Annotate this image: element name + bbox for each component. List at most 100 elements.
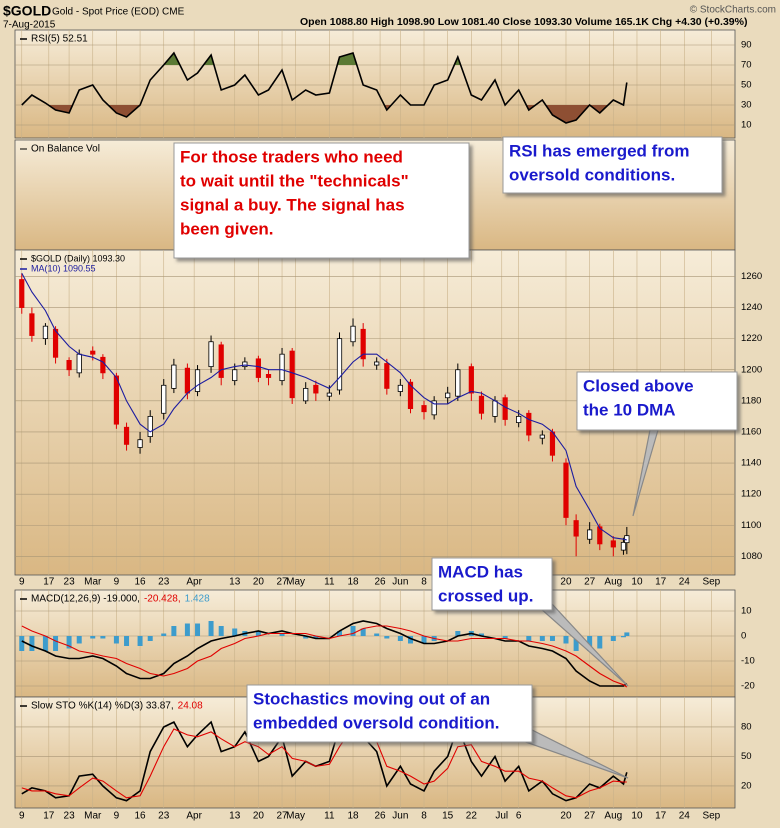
plot-area xyxy=(19,620,630,688)
annotation-box xyxy=(173,142,470,259)
series-line xyxy=(21,51,628,124)
candle-body xyxy=(468,366,474,394)
panel-background xyxy=(14,29,736,139)
annotation-text: the 10 DMA xyxy=(583,400,676,419)
x-tick-label: 8 xyxy=(421,811,427,822)
y-tick-label: 1140 xyxy=(741,458,761,469)
candle-body xyxy=(242,361,248,368)
x-tick-label: 26 xyxy=(375,577,387,588)
histogram-bar xyxy=(279,633,285,636)
x-tick-label: 22 xyxy=(466,811,478,822)
plot-area xyxy=(21,51,628,124)
candle-body xyxy=(303,387,309,402)
candle-body xyxy=(90,350,96,355)
x-tick-label: 17 xyxy=(43,811,55,822)
y-tick-label: 1100 xyxy=(741,520,761,531)
y-tick-label: 1160 xyxy=(741,426,761,437)
candle-body xyxy=(478,395,485,414)
histogram-bar xyxy=(255,631,261,636)
panel-label: On Balance Vol xyxy=(31,144,100,155)
y-tick-label: 1180 xyxy=(741,395,761,406)
histogram-bar xyxy=(587,636,593,651)
candle-body xyxy=(194,369,201,392)
histogram-bar xyxy=(397,636,403,641)
candle-body xyxy=(431,400,437,416)
candle-body xyxy=(137,439,143,448)
histogram-bar xyxy=(610,636,616,641)
x-tick-label: Jun xyxy=(392,811,408,822)
panel: 10 30 50 70 90 RSI(5) 52.51 xyxy=(14,29,752,139)
annotation-text: been given. xyxy=(180,219,274,238)
x-tick-label: 20 xyxy=(560,577,572,588)
annotation-box xyxy=(246,684,533,743)
candle-body xyxy=(526,412,532,436)
x-tick-label: Jun xyxy=(392,577,408,588)
candle-body xyxy=(326,392,332,397)
x-tick-label: 27 xyxy=(584,577,596,588)
histogram-bar xyxy=(195,623,201,636)
x-tick-label: 27 xyxy=(584,811,596,822)
histogram-bar xyxy=(350,626,356,636)
histogram-bar xyxy=(218,626,224,636)
candle-body xyxy=(350,325,356,343)
candle-body xyxy=(232,369,238,382)
quote: Open 1088.80 High 1098.90 Low 1081.40 Cl… xyxy=(300,16,747,28)
candle-body xyxy=(597,526,603,545)
histogram-bar xyxy=(455,631,461,636)
annotation-text: signal a buy. The signal has xyxy=(180,195,405,214)
histogram-bar xyxy=(208,621,214,636)
x-tick-label: 23 xyxy=(64,811,76,822)
annotation-box xyxy=(502,136,723,194)
plot-area xyxy=(19,273,630,557)
candle-body xyxy=(516,415,522,424)
annotation-text: MACD has xyxy=(438,562,523,581)
y-tick-label: 10 xyxy=(741,120,752,131)
x-tick-label: May xyxy=(286,811,305,822)
credit: © StockCharts.com xyxy=(690,5,776,16)
candle-body xyxy=(76,353,82,374)
y-tick-label: 0 xyxy=(741,631,746,642)
histogram-bar xyxy=(171,626,177,636)
x-tick-label: Apr xyxy=(186,577,202,588)
histogram-bar xyxy=(539,636,545,641)
legend-label: $GOLD (Daily) 1093.30 xyxy=(31,253,125,263)
x-tick-label: 16 xyxy=(135,577,147,588)
histogram-bar xyxy=(313,636,319,639)
x-tick-label: 13 xyxy=(229,811,241,822)
annotation-text: RSI has emerged from xyxy=(509,141,689,160)
x-tick-label: 26 xyxy=(375,811,387,822)
candle-body xyxy=(549,431,556,456)
y-tick-label: 1260 xyxy=(741,271,762,282)
histogram-bar xyxy=(113,636,119,644)
x-tick-label: Sep xyxy=(702,811,720,822)
histogram-bar xyxy=(124,636,130,646)
x-tick-label: 18 xyxy=(347,577,359,588)
candle-body xyxy=(374,361,380,366)
x-tick-label: 10 xyxy=(631,577,643,588)
histogram-bar xyxy=(620,636,626,638)
histogram-bar xyxy=(573,636,579,651)
legend-label: 24.08 xyxy=(178,701,203,712)
panel: 20 50 80 Slow STO %K(14) %D(3) 33.87, 24.08 xyxy=(14,696,752,809)
x-tick-label: 9 xyxy=(114,577,120,588)
candle-body xyxy=(587,529,593,540)
histogram-bar xyxy=(29,636,35,651)
x-tick-label: Apr xyxy=(186,811,202,822)
histogram-bar xyxy=(337,631,343,636)
histogram-bar xyxy=(624,632,630,636)
legend-label: Slow STO %K(14) %D(3) 33.87, xyxy=(31,701,174,712)
x-tick-label: 20 xyxy=(253,811,265,822)
annotation-box xyxy=(576,371,738,431)
candle-body xyxy=(610,540,616,548)
x-tick-label: 11 xyxy=(324,811,335,822)
x-tick-label: 27 xyxy=(276,811,288,822)
histogram-bar xyxy=(76,636,82,644)
x-tick-label: 17 xyxy=(43,577,55,588)
fill-below-area xyxy=(21,105,627,123)
histogram-bar xyxy=(66,636,72,649)
x-tick-label: 16 xyxy=(135,811,147,822)
y-tick-label: 1240 xyxy=(741,302,762,313)
legend-label: MACD(12,26,9) -19.000, xyxy=(31,594,140,605)
candle-body xyxy=(123,426,130,445)
annotation-text: oversold conditions. xyxy=(509,165,675,184)
